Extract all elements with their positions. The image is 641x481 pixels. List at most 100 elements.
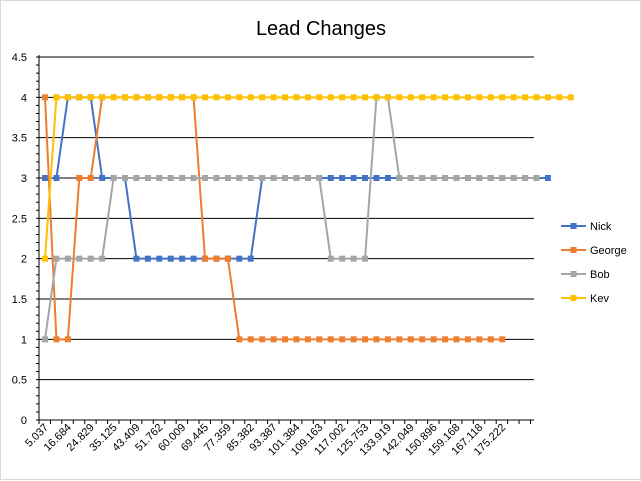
data-point: [476, 336, 483, 343]
legend-item-nick: Nick: [561, 221, 612, 233]
data-point: [293, 175, 300, 181]
data-point: [373, 336, 380, 343]
x-tick-labels: 5.03716.68424.82935.12543.40951.76260.00…: [23, 422, 508, 459]
data-point: [442, 175, 449, 181]
data-point: [327, 175, 334, 181]
y-tick-label: 0.5: [12, 375, 27, 387]
data-point: [396, 175, 403, 181]
data-point: [327, 336, 334, 343]
data-point: [282, 336, 289, 343]
data-point: [499, 336, 506, 343]
data-point: [487, 175, 494, 181]
data-point: [87, 175, 94, 181]
data-point: [76, 255, 83, 262]
data-point: [224, 175, 231, 181]
data-point: [510, 175, 517, 181]
data-point: [304, 94, 311, 101]
y-tick-label: 4.5: [12, 52, 27, 64]
y-tick-label: 2: [21, 254, 27, 266]
data-point: [87, 94, 94, 101]
data-point: [179, 255, 186, 262]
series-kev: [42, 94, 574, 262]
data-point: [407, 175, 414, 181]
data-point: [213, 94, 220, 101]
legend-label: George: [590, 245, 627, 257]
data-point: [190, 175, 197, 181]
data-point: [464, 175, 471, 181]
series-bob: [42, 94, 540, 343]
data-point: [42, 336, 48, 343]
data-point: [339, 175, 346, 181]
data-point: [213, 175, 220, 181]
data-point: [247, 336, 254, 343]
data-point: [99, 255, 106, 262]
data-point: [407, 94, 414, 101]
data-point: [224, 94, 231, 101]
data-point: [396, 336, 403, 343]
data-point: [430, 94, 437, 101]
data-point: [224, 255, 231, 262]
data-point: [499, 94, 506, 101]
data-point: [259, 336, 266, 343]
data-point: [430, 336, 437, 343]
data-point: [384, 94, 391, 101]
data-point: [464, 94, 471, 101]
data-point: [350, 94, 357, 101]
data-point: [350, 336, 357, 343]
data-point: [259, 94, 266, 101]
data-point: [87, 255, 94, 262]
data-point: [236, 94, 243, 101]
data-point: [350, 175, 357, 181]
legend-marker: [570, 295, 577, 301]
data-point: [327, 255, 334, 262]
data-point: [156, 255, 163, 262]
data-point: [339, 255, 346, 262]
data-point: [270, 336, 277, 343]
y-tick-label: 1.5: [12, 294, 27, 306]
data-point: [236, 175, 243, 181]
data-point: [316, 175, 323, 181]
data-point: [53, 175, 60, 181]
data-point: [339, 94, 346, 101]
data-point: [510, 94, 517, 101]
data-point: [362, 175, 369, 181]
data-point: [419, 175, 426, 181]
data-point: [247, 175, 254, 181]
data-point: [42, 94, 48, 101]
data-point: [396, 94, 403, 101]
data-point: [362, 94, 369, 101]
data-point: [476, 94, 483, 101]
legend-label: Bob: [590, 269, 610, 281]
data-point: [190, 94, 197, 101]
data-point: [419, 336, 426, 343]
data-point: [282, 175, 289, 181]
legend-marker: [570, 271, 577, 277]
data-point: [487, 94, 494, 101]
data-point: [53, 255, 60, 262]
data-point: [247, 255, 254, 262]
data-point: [464, 336, 471, 343]
data-point: [53, 94, 60, 101]
y-tick-labels: 0 0.5 1 1.5 2 2.5 3 3.5 4 4.5: [12, 52, 27, 427]
data-point: [144, 255, 151, 262]
data-point: [133, 255, 140, 262]
data-point: [144, 94, 151, 101]
data-point: [167, 94, 174, 101]
axes: [36, 55, 534, 424]
data-point: [316, 336, 323, 343]
series-lines: [42, 94, 574, 343]
data-point: [110, 175, 117, 181]
data-point: [99, 94, 106, 101]
data-point: [339, 336, 346, 343]
legend-item-kev: Kev: [561, 293, 609, 305]
legend-marker: [570, 223, 577, 229]
data-point: [522, 175, 529, 181]
data-point: [384, 336, 391, 343]
data-point: [442, 94, 449, 101]
data-point: [316, 94, 323, 101]
data-point: [213, 255, 220, 262]
data-point: [122, 175, 129, 181]
data-point: [167, 175, 174, 181]
data-point: [304, 175, 311, 181]
